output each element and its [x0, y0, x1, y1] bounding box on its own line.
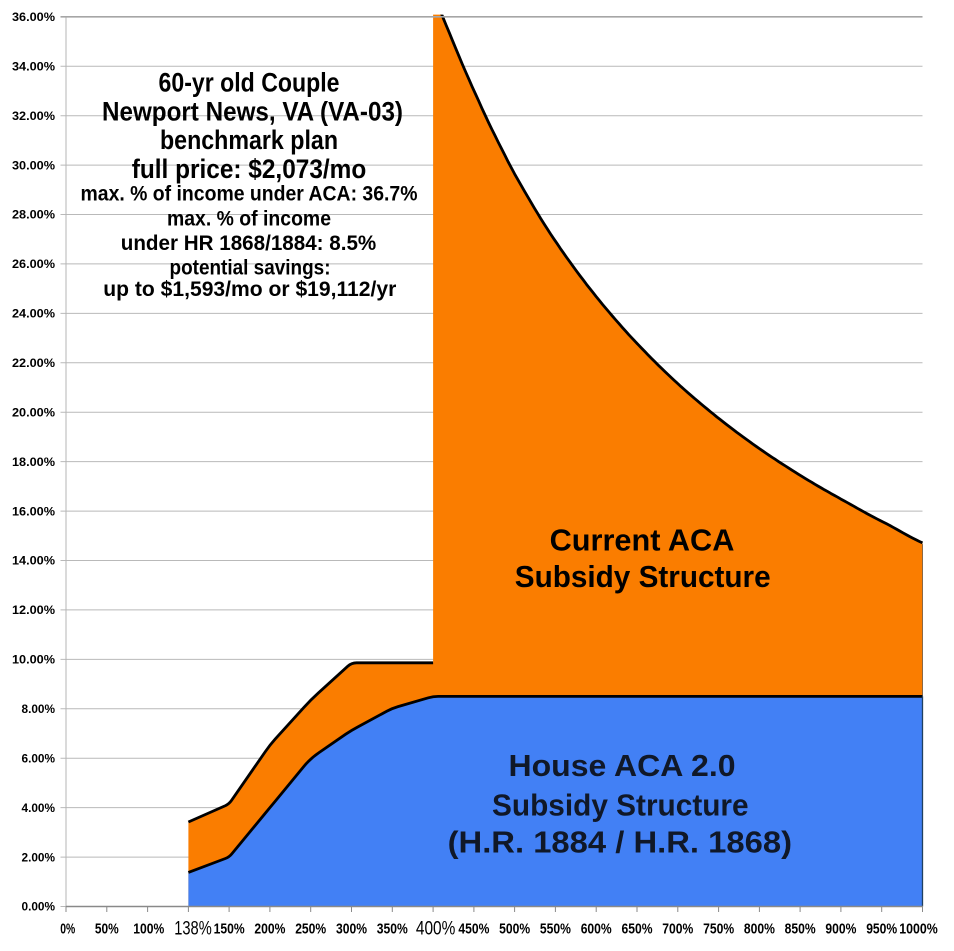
- svg-text:32.00%: 32.00%: [12, 110, 56, 123]
- svg-text:850%: 850%: [785, 922, 816, 938]
- svg-text:16.00%: 16.00%: [12, 505, 56, 518]
- svg-text:750%: 750%: [703, 922, 734, 938]
- svg-text:12.00%: 12.00%: [12, 604, 56, 617]
- svg-text:10.00%: 10.00%: [12, 654, 56, 667]
- svg-text:100%: 100%: [133, 922, 164, 938]
- svg-text:500%: 500%: [499, 922, 530, 938]
- svg-text:200%: 200%: [254, 922, 285, 938]
- svg-text:28.00%: 28.00%: [12, 209, 56, 222]
- svg-text:22.00%: 22.00%: [12, 357, 56, 370]
- svg-text:potential savings:: potential savings:: [170, 256, 331, 279]
- svg-text:18.00%: 18.00%: [12, 456, 56, 469]
- svg-text:Subsidy Structure: Subsidy Structure: [492, 787, 749, 822]
- svg-text:0%: 0%: [60, 922, 75, 938]
- svg-text:34.00%: 34.00%: [12, 60, 56, 73]
- svg-text:36.00%: 36.00%: [12, 11, 56, 24]
- svg-text:950%: 950%: [866, 922, 897, 938]
- svg-text:up to $1,593/mo or $19,112/yr: up to $1,593/mo or $19,112/yr: [103, 278, 396, 301]
- svg-text:50%: 50%: [95, 922, 119, 938]
- svg-text:400%: 400%: [416, 919, 455, 940]
- svg-text:60-yr old Couple: 60-yr old Couple: [159, 68, 340, 98]
- svg-text:250%: 250%: [295, 922, 326, 938]
- svg-text:550%: 550%: [540, 922, 571, 938]
- svg-text:Subsidy Structure: Subsidy Structure: [515, 559, 771, 594]
- svg-text:Current ACA: Current ACA: [550, 523, 735, 558]
- svg-text:26.00%: 26.00%: [12, 258, 56, 271]
- svg-text:Newport News, VA (VA-03): Newport News, VA (VA-03): [102, 96, 403, 126]
- svg-text:24.00%: 24.00%: [12, 308, 56, 321]
- svg-text:650%: 650%: [622, 922, 653, 938]
- svg-text:max. % of income under ACA: 36: max. % of income under ACA: 36.7%: [81, 183, 418, 206]
- svg-text:1000%: 1000%: [899, 922, 938, 938]
- svg-text:350%: 350%: [377, 922, 408, 938]
- svg-text:0.00%: 0.00%: [22, 901, 56, 914]
- svg-text:450%: 450%: [458, 922, 489, 938]
- svg-text:20.00%: 20.00%: [12, 406, 56, 419]
- svg-text:4.00%: 4.00%: [22, 802, 56, 815]
- svg-text:max. % of income: max. % of income: [167, 208, 331, 231]
- svg-text:700%: 700%: [662, 922, 693, 938]
- svg-text:600%: 600%: [581, 922, 612, 938]
- svg-text:2.00%: 2.00%: [22, 851, 56, 864]
- svg-text:6.00%: 6.00%: [22, 752, 56, 765]
- svg-text:900%: 900%: [825, 922, 856, 938]
- svg-text:30.00%: 30.00%: [12, 159, 56, 172]
- svg-text:14.00%: 14.00%: [12, 555, 56, 568]
- svg-text:(H.R. 1884 / H.R. 1868): (H.R. 1884 / H.R. 1868): [448, 825, 792, 860]
- svg-text:300%: 300%: [336, 922, 367, 938]
- svg-text:full price: $2,073/mo: full price: $2,073/mo: [132, 154, 367, 184]
- svg-text:150%: 150%: [214, 922, 245, 938]
- svg-text:138%: 138%: [174, 919, 212, 940]
- svg-text:benchmark plan: benchmark plan: [160, 125, 338, 155]
- svg-text:8.00%: 8.00%: [22, 703, 56, 716]
- svg-text:House ACA 2.0: House ACA 2.0: [509, 748, 736, 783]
- svg-text:800%: 800%: [744, 922, 775, 938]
- svg-text:under HR 1868/1884: 8.5%: under HR 1868/1884: 8.5%: [121, 232, 377, 255]
